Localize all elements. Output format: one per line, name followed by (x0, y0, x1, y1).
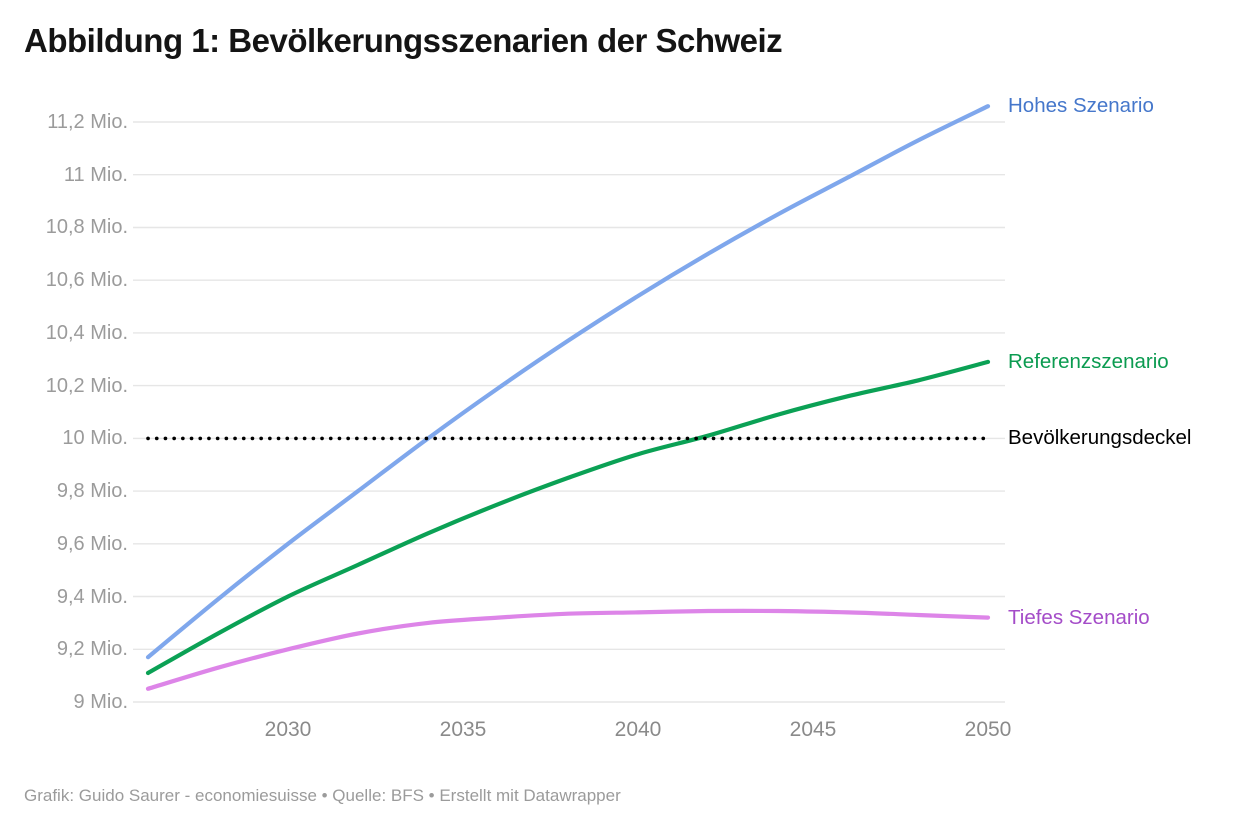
y-tick-label: 9,4 Mio. (56, 585, 128, 608)
series-label-referenzszenario: Referenzszenario (1008, 349, 1169, 373)
x-tick-label: 2045 (789, 718, 837, 741)
series-line-hohes-szenario (145, 104, 991, 660)
series-label-bev-lkerungsdeckel: Bevölkerungsdeckel (1008, 426, 1192, 450)
y-tick-label: 11,2 Mio. (47, 111, 128, 133)
chart-title: Abbildung 1: Bevölkerungsszenarien der S… (24, 22, 783, 59)
chart-footer: Grafik: Guido Saurer - economiesuisse • … (24, 786, 621, 805)
x-tick-label: 2035 (439, 718, 487, 741)
x-tick-label: 2050 (964, 718, 1012, 741)
y-tick-label: 11 Mio. (63, 163, 128, 186)
y-tick-label: 9,6 Mio. (56, 532, 128, 555)
series-label-hohes-szenario: Hohes Szenario (1008, 94, 1154, 118)
y-tick-label: 10,2 Mio. (45, 374, 128, 397)
y-tick-label: 10,4 Mio. (45, 321, 128, 344)
x-tick-label: 2030 (264, 718, 312, 741)
y-tick-label: 10,8 Mio. (45, 216, 128, 239)
y-tick-label: 9,8 Mio. (56, 480, 128, 503)
series-label-tiefes-szenario: Tiefes Szenario (1008, 605, 1150, 629)
y-tick-label: 10,6 Mio. (45, 269, 128, 292)
x-tick-label: 2040 (614, 718, 662, 741)
y-tick-label: 10 Mio. (62, 427, 128, 450)
series-line-tiefes-szenario (145, 608, 991, 691)
series-line-referenzszenario (145, 359, 991, 676)
y-tick-label: 9,2 Mio. (56, 638, 128, 661)
y-tick-label: 9 Mio. (73, 691, 128, 713)
